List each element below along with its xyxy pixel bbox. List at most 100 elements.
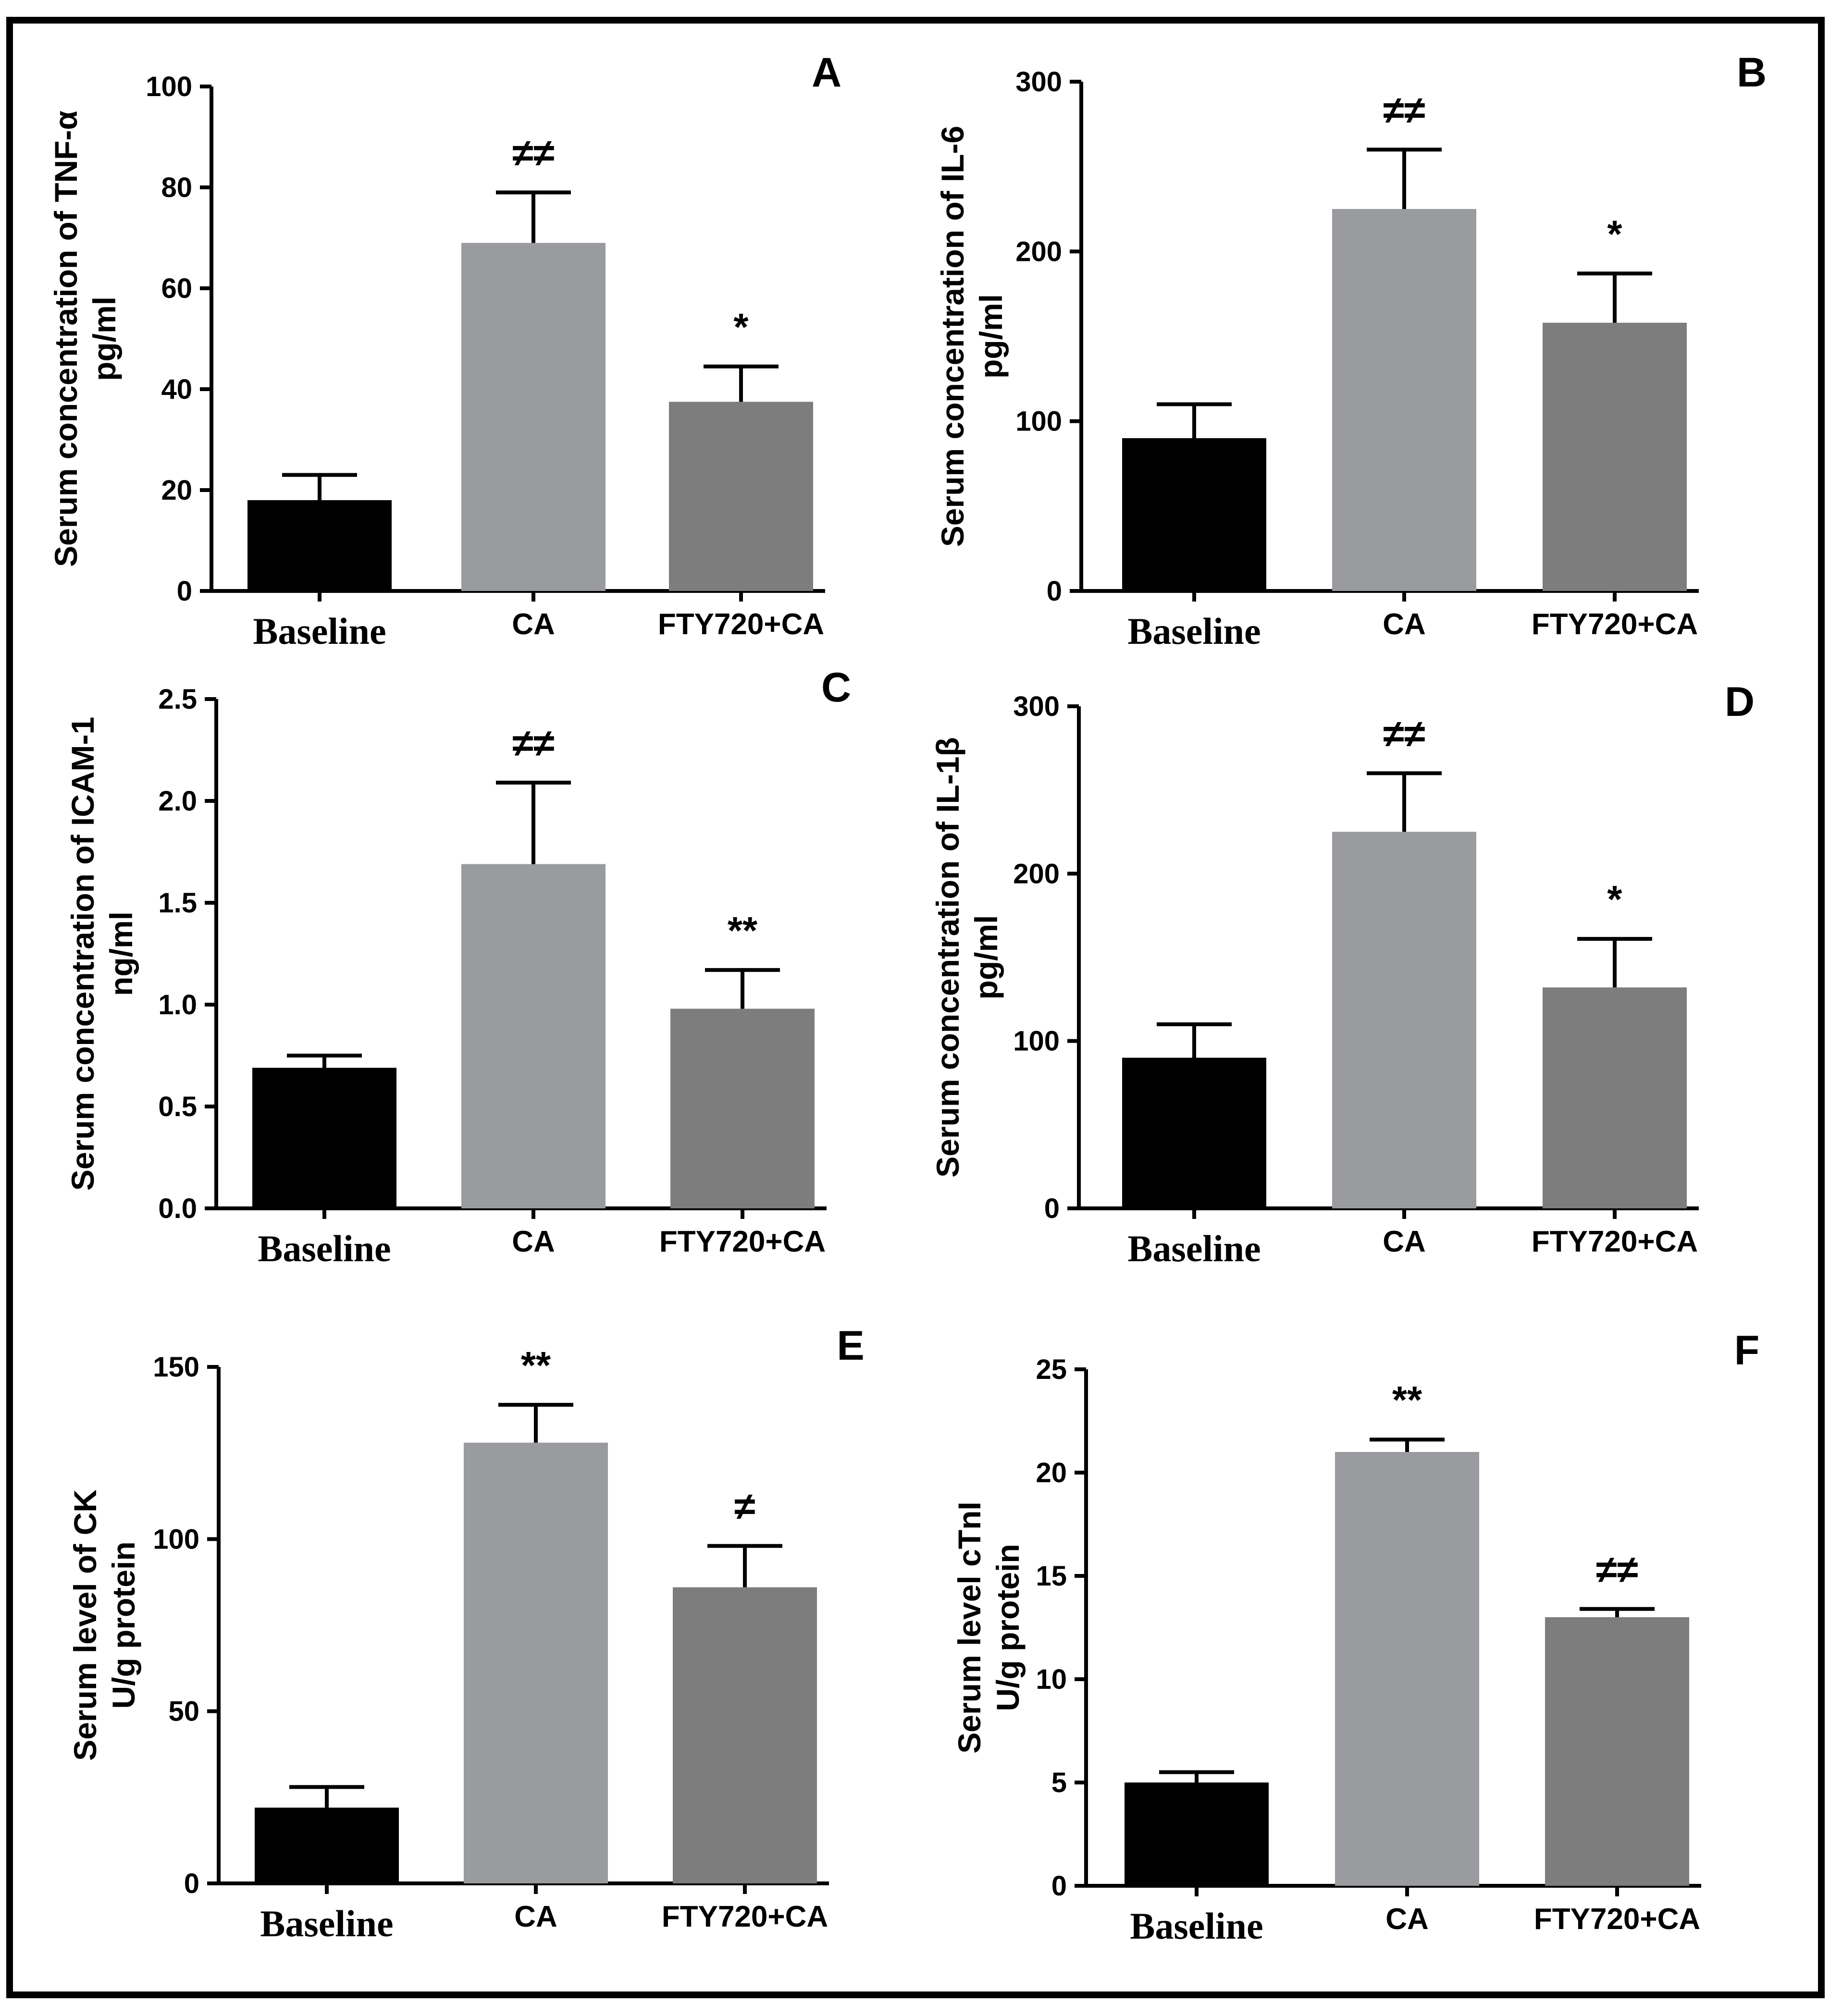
significance-marker: ≠≠ [1383,88,1425,131]
panel-letter: B [1737,49,1767,96]
y-tick-label: 100 [146,71,192,102]
y-axis-label-line: Serum level of CK [67,1489,103,1761]
error-bar [498,1402,573,1443]
error-bar [1157,402,1232,438]
error-bar [282,473,357,500]
y-axis-label: Serum concentration of TNF-αpg/ml [48,111,122,567]
panel-letter: F [1734,1328,1760,1374]
y-tick-label: 200 [1015,236,1062,267]
bar-d-0 [1122,1057,1266,1208]
category-label: Baseline [258,1228,391,1269]
bar-b-2 [1543,322,1687,591]
y-tick-label: 60 [161,273,192,304]
y-tick-label: 100 [153,1524,199,1555]
category-label: FTY720+CA [1532,1225,1698,1258]
y-axis-label: Serum level of CKU/g protein [67,1489,141,1761]
y-tick-label: 15 [1036,1561,1067,1592]
category-label: FTY720+CA [1534,1903,1700,1936]
category-label: FTY720+CA [1532,608,1698,641]
y-tick-label: 50 [168,1696,199,1727]
category-label: Baseline [1127,1228,1261,1269]
panel-letter: A [812,49,841,96]
y-tick-label: 25 [1036,1354,1067,1385]
bar-a-1 [461,243,606,591]
y-tick-label: 20 [161,475,192,506]
bar-e-0 [255,1807,399,1883]
y-tick-label: 300 [1015,66,1062,98]
y-axis-label-line: U/g protein [106,1541,141,1709]
bar-c-1 [461,864,606,1208]
significance-marker: * [733,306,749,348]
panel-b: 0 100 200 300 Baseline CA ≠≠ FTY720+CA * B Serum c… [935,49,1767,652]
y-axis-label-line: pg/ml [973,294,1009,379]
error-bar [1367,771,1442,832]
y-axis-label: Serum concentration of IL-1βpg/ml [930,737,1004,1178]
y-axis-label-line: pg/ml [87,296,122,381]
error-bar [287,1054,362,1068]
y-axis-label-line: Serum concentration of TNF-α [48,111,84,567]
error-bar [1580,1607,1655,1617]
figure-frame [6,17,1825,1998]
y-tick-label: 1.5 [158,887,197,919]
y-tick-label: 0.0 [158,1193,197,1224]
y-tick-label: 300 [1013,691,1060,722]
panel-letter: D [1725,679,1755,725]
y-axis-label-line: Serum concentration of ICAM-1 [65,717,100,1191]
y-tick-label: 2.5 [158,684,197,715]
bar-d-1 [1332,832,1476,1208]
y-tick-label: 0 [1047,576,1062,607]
y-tick-label: 10 [1036,1664,1067,1695]
significance-marker: * [1607,878,1622,921]
category-label: CA [1383,608,1426,641]
panel-a: 0 20 40 60 80 100 Baseline CA ≠≠ FTY720+CA * A Serum… [48,49,841,652]
significance-marker: ≠ [734,1485,755,1528]
y-tick-label: 20 [1036,1457,1067,1488]
category-label: Baseline [1130,1905,1263,1947]
category-label: FTY720+CA [659,1225,826,1258]
bar-f-1 [1335,1452,1479,1886]
error-bar [1367,148,1442,209]
bar-e-1 [464,1442,608,1883]
error-bar [1577,937,1652,988]
category-label: CA [1385,1903,1429,1936]
bar-a-0 [247,500,392,591]
y-axis-label-line: pg/ml [968,915,1004,1000]
bar-a-2 [669,402,813,591]
y-tick-label: 1.0 [158,989,197,1020]
significance-marker: ≠≠ [1596,1548,1638,1591]
error-bar [705,968,780,1009]
y-tick-label: 100 [1015,406,1062,437]
y-tick-label: 200 [1013,858,1060,889]
error-bar [1159,1770,1234,1782]
y-tick-label: 2.0 [158,786,197,817]
bar-b-1 [1332,209,1476,591]
y-axis-label: Serum concentration of IL-6pg/ml [935,126,1009,547]
y-axis-label-line: Serum level cTnI [952,1501,987,1754]
y-axis-label-line: U/g protein [990,1544,1026,1711]
y-axis-label: Serum concentration of ICAM-1ng/ml [65,717,139,1191]
significance-marker: ** [521,1344,551,1387]
category-label: FTY720+CA [662,1900,828,1933]
panel-letter: E [837,1323,864,1369]
error-bar [289,1785,364,1808]
category-label: CA [1383,1225,1426,1258]
y-axis-label-line: Serum concentration of IL-1β [930,737,965,1178]
y-tick-label: 150 [153,1352,199,1383]
category-label: Baseline [1127,610,1261,652]
significance-marker: ≠≠ [512,722,555,764]
bar-f-0 [1125,1782,1269,1886]
y-tick-label: 0 [1044,1193,1060,1224]
y-axis-label-line: Serum concentration of IL-6 [935,126,970,547]
panel-c: 0.0 0.5 1.0 1.5 2.0 2.5 Baseline CA ≠≠ FTY720+CA *… [65,664,851,1269]
bar-c-2 [670,1008,815,1208]
significance-marker: ** [1392,1378,1422,1421]
bar-b-0 [1122,438,1266,591]
y-tick-label: 0 [184,1868,199,1899]
bar-c-0 [252,1068,396,1208]
error-bar [1370,1438,1445,1452]
y-axis-label-line: ng/ml [103,911,139,996]
y-axis-label: Serum level cTnIU/g protein [952,1501,1026,1754]
category-label: CA [512,1225,555,1258]
